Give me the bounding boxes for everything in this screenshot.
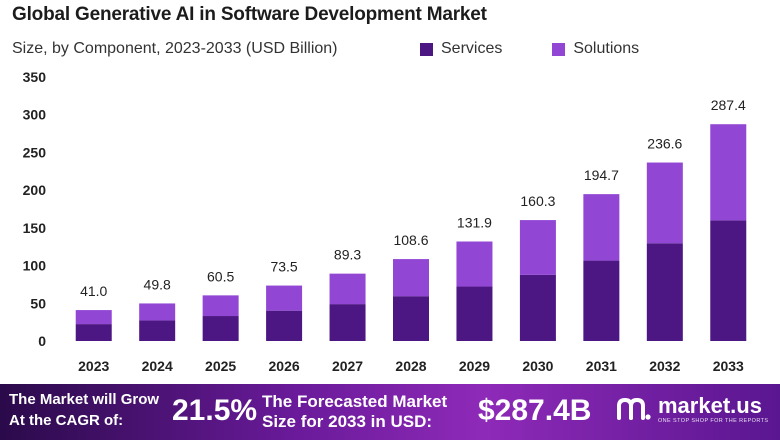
- legend: Services Solutions: [420, 40, 639, 58]
- bar-services-2029: [456, 286, 493, 341]
- x-tick-label: 2032: [649, 358, 680, 374]
- bar-services-2031: [583, 260, 620, 341]
- chart-title: Global Generative AI in Software Develop…: [12, 4, 487, 25]
- cagr-value: 21.5%: [172, 394, 258, 427]
- bar-chart: 0 50 100 150 200 250 300 350 41.0 2023 49.8 2024 60.…: [23, 69, 747, 374]
- data-label-2024: 49.8: [144, 276, 171, 292]
- x-tick-label: 2024: [142, 358, 173, 374]
- x-tick-label: 2026: [269, 358, 300, 374]
- legend-label-solutions: Solutions: [573, 40, 640, 57]
- legend-item-solutions: Solutions: [552, 40, 639, 58]
- forecast-caption-line1: The Forecasted Market: [262, 392, 448, 411]
- bar-solutions-2029: [456, 241, 493, 287]
- bar-solutions-2033: [710, 124, 747, 221]
- bar-solutions-2027: [329, 273, 366, 305]
- x-tick-label: 2031: [586, 358, 617, 374]
- bar-solutions-2026: [266, 285, 303, 311]
- y-tick-label: 200: [23, 182, 47, 198]
- data-label-2026: 73.5: [270, 259, 297, 275]
- bar-services-2030: [519, 274, 556, 341]
- legend-item-services: Services: [420, 40, 502, 58]
- bar-solutions-2024: [139, 303, 176, 321]
- forecast-value: $287.4B: [478, 394, 592, 427]
- y-tick-label: 0: [38, 333, 46, 349]
- footer-banner: The Market will Grow At the CAGR of: 21.…: [0, 384, 780, 440]
- y-tick-label: 350: [23, 69, 47, 85]
- cagr-caption: The Market will Grow At the CAGR of:: [9, 389, 159, 431]
- chart-subtitle: Size, by Component, 2023-2033 (USD Billi…: [12, 40, 338, 57]
- bar-services-2028: [393, 296, 429, 341]
- cagr-caption-line2: At the CAGR of:: [9, 412, 124, 429]
- y-tick-label: 150: [23, 220, 47, 236]
- bar-solutions-2028: [393, 259, 429, 297]
- data-label-2023: 41.0: [80, 283, 107, 299]
- y-tick-label: 300: [23, 107, 47, 123]
- data-label-2033: 287.4: [711, 97, 746, 113]
- y-tick-label: 50: [30, 295, 46, 311]
- x-tick-label: 2029: [459, 358, 490, 374]
- x-tick-label: 2033: [713, 358, 744, 374]
- bar-services-2026: [266, 310, 303, 341]
- bar-services-2025: [202, 316, 239, 341]
- data-label-2029: 131.9: [457, 215, 492, 231]
- data-label-2025: 60.5: [207, 268, 234, 284]
- bar-services-2023: [75, 324, 112, 341]
- legend-swatch-solutions: [552, 42, 566, 56]
- data-label-2028: 108.6: [393, 232, 428, 248]
- bar-solutions-2023: [75, 310, 112, 325]
- forecast-caption-line2: Size for 2033 in USD:: [262, 412, 433, 431]
- bar-services-2027: [329, 304, 366, 341]
- x-tick-label: 2030: [522, 358, 553, 374]
- bar-solutions-2030: [519, 220, 556, 275]
- forecast-caption: The Forecasted Market Size for 2033 in U…: [262, 392, 447, 432]
- bar-solutions-2031: [583, 194, 620, 261]
- y-tick-label: 100: [23, 258, 47, 274]
- data-label-2032: 236.6: [647, 136, 682, 152]
- bar-services-2032: [646, 243, 683, 341]
- bar-solutions-2032: [646, 162, 683, 244]
- bar-services-2033: [710, 220, 747, 341]
- market-us-logo-icon: [617, 397, 651, 420]
- cagr-caption-line1: The Market will Grow: [9, 391, 160, 408]
- x-tick-label: 2025: [205, 358, 236, 374]
- legend-swatch-services: [420, 42, 433, 56]
- brand-tagline: ONE STOP SHOP FOR THE REPORTS: [658, 418, 769, 424]
- x-tick-label: 2028: [395, 358, 426, 374]
- y-tick-label: 250: [23, 144, 47, 160]
- brand-name: market.us: [658, 393, 762, 418]
- data-label-2030: 160.3: [520, 193, 555, 209]
- legend-label-services: Services: [441, 40, 503, 57]
- brand-logo: market.us ONE STOP SHOP FOR THE REPORTS: [616, 394, 768, 424]
- bar-services-2024: [139, 320, 176, 341]
- bar-solutions-2025: [202, 295, 239, 317]
- data-label-2031: 194.7: [584, 167, 619, 183]
- x-tick-label: 2027: [332, 358, 363, 374]
- data-label-2027: 89.3: [334, 247, 361, 263]
- x-tick-label: 2023: [78, 358, 109, 374]
